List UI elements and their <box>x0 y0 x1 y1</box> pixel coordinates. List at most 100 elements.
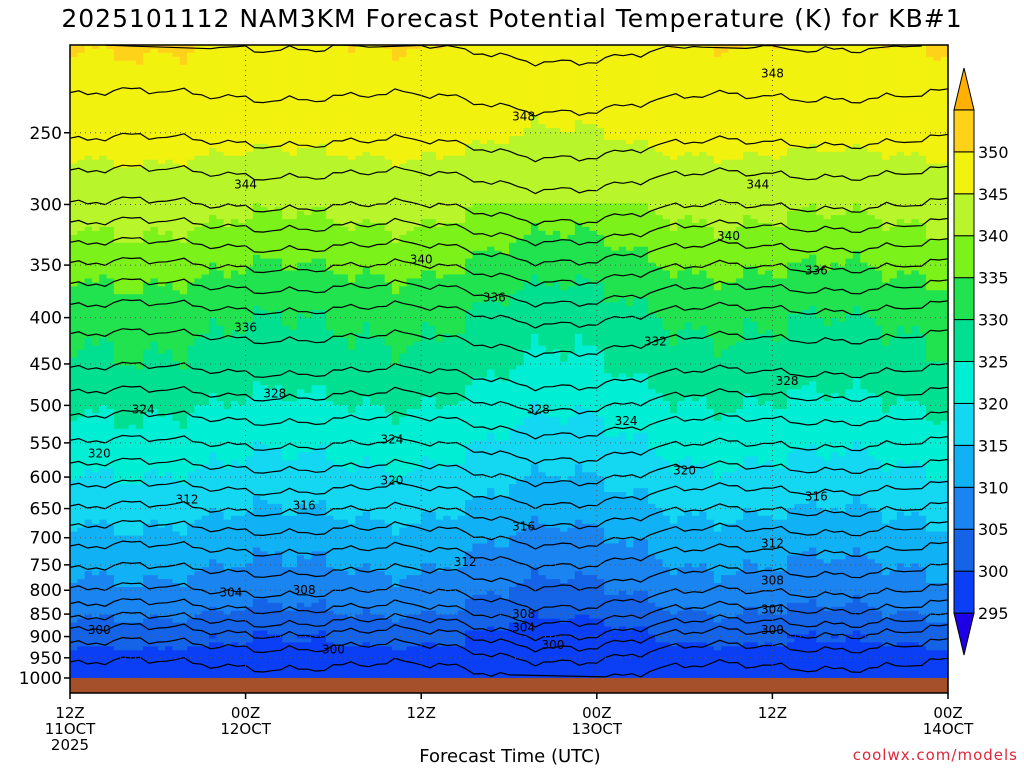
field-cell <box>340 56 349 62</box>
field-cell <box>311 171 320 177</box>
field-cell <box>450 207 459 212</box>
field-cell <box>530 155 539 161</box>
field-cell <box>933 175 942 181</box>
field-cell <box>823 128 832 133</box>
field-cell <box>70 76 78 82</box>
field-cell <box>545 92 554 98</box>
field-cell <box>223 183 232 189</box>
field-cell <box>750 183 759 189</box>
field-cell <box>70 143 78 149</box>
field-cell <box>728 72 737 78</box>
field-cell <box>121 104 130 109</box>
field-cell <box>128 112 137 117</box>
field-cell <box>808 147 817 153</box>
field-cell <box>318 203 327 208</box>
field-cell <box>369 56 378 62</box>
field-cell <box>399 112 408 117</box>
field-cell <box>640 195 649 200</box>
field-cell <box>201 52 210 58</box>
field-cell <box>391 64 400 70</box>
field-cell <box>362 155 371 161</box>
field-cell <box>296 96 305 101</box>
field-cell <box>216 112 225 117</box>
field-cell <box>428 48 437 54</box>
field-cell <box>494 191 503 196</box>
field-cell <box>238 147 247 153</box>
field-cell <box>750 108 759 113</box>
field-cell <box>926 151 934 157</box>
field-cell <box>494 45 503 50</box>
field-cell <box>633 147 642 153</box>
field-cell <box>801 179 810 185</box>
field-cell <box>750 163 759 169</box>
field-cell <box>794 88 803 94</box>
field-cell <box>772 187 781 192</box>
field-cell <box>128 179 137 185</box>
field-cell <box>209 64 217 70</box>
field-cell <box>860 72 869 78</box>
field-cell <box>252 84 261 90</box>
field-cell <box>509 88 517 94</box>
field-cell <box>830 155 839 161</box>
field-cell <box>348 124 356 129</box>
field-cell <box>91 139 100 145</box>
field-cell <box>128 143 137 149</box>
field-cell <box>362 116 371 121</box>
field-cell <box>216 104 225 109</box>
field-cell <box>465 72 474 78</box>
field-cell <box>260 207 269 212</box>
field-cell <box>113 167 122 173</box>
field-cell <box>845 175 854 181</box>
field-cell <box>348 195 356 200</box>
field-cell <box>304 120 313 125</box>
field-cell <box>450 191 459 196</box>
field-cell <box>194 72 203 78</box>
field-cell <box>194 171 203 177</box>
field-cell <box>84 179 93 185</box>
field-cell <box>794 151 803 157</box>
field-cell <box>260 124 269 129</box>
field-cell <box>318 108 327 113</box>
field-cell <box>267 143 276 149</box>
field-cell <box>523 203 532 208</box>
field-cell <box>91 128 100 133</box>
field-cell <box>538 139 547 145</box>
field-cell <box>728 155 737 161</box>
field-cell <box>135 45 144 50</box>
field-cell <box>926 175 934 181</box>
field-cell <box>816 183 825 189</box>
field-cell <box>911 191 920 196</box>
field-cell <box>845 108 854 113</box>
field-cell <box>516 203 525 208</box>
field-cell <box>765 72 773 78</box>
field-cell <box>633 120 642 125</box>
field-cell <box>721 96 730 101</box>
field-cell <box>260 171 269 177</box>
field-cell <box>538 207 547 212</box>
field-cell <box>296 116 305 121</box>
field-cell <box>487 159 495 165</box>
field-cell <box>560 179 569 185</box>
field-cell <box>655 132 664 137</box>
field-cell <box>582 171 591 177</box>
field-cell <box>326 88 334 94</box>
field-cell <box>765 159 773 165</box>
field-cell <box>70 64 78 70</box>
field-cell <box>501 187 510 192</box>
field-cell <box>940 195 949 200</box>
field-cell <box>582 72 591 78</box>
field-cell <box>845 76 854 82</box>
field-cell <box>633 199 642 204</box>
field-cell <box>326 179 334 185</box>
field-cell <box>933 88 942 94</box>
field-cell <box>128 116 137 121</box>
field-cell <box>618 167 627 173</box>
field-cell <box>582 207 591 212</box>
field-cell <box>779 116 788 121</box>
field-cell <box>355 68 364 74</box>
field-cell <box>516 199 525 204</box>
field-cell <box>252 163 261 169</box>
field-cell <box>874 120 883 125</box>
field-cell <box>677 120 686 125</box>
field-cell <box>274 88 283 94</box>
